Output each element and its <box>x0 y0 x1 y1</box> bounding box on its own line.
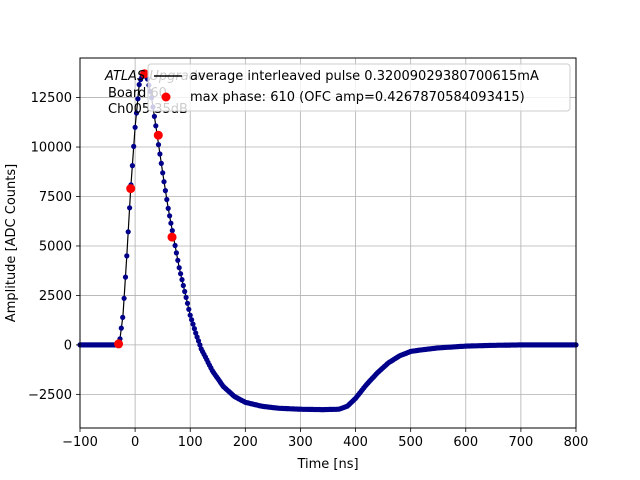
pulse-point <box>151 113 157 119</box>
pulse-point <box>168 220 174 226</box>
pulse-point <box>131 143 137 149</box>
pulse-point <box>169 228 175 234</box>
x-tick-label: 700 <box>508 435 533 450</box>
x-axis-label: Time [ns] <box>296 457 358 472</box>
x-tick-label: −100 <box>62 435 98 450</box>
max-phase-point <box>126 184 136 194</box>
y-tick-label: 10000 <box>31 141 72 156</box>
pulse-point <box>136 82 142 88</box>
legend-label-average-pulse: average interleaved pulse 0.320090293807… <box>190 69 539 84</box>
pulse-point <box>161 179 167 185</box>
pulse-point <box>167 213 173 219</box>
pulse-point <box>133 110 140 116</box>
pulse-point <box>197 342 203 348</box>
pulse-point <box>162 188 168 194</box>
pulse-point <box>118 325 124 331</box>
pulse-point <box>173 250 179 256</box>
series-layer <box>77 69 579 413</box>
x-tick-label: 100 <box>178 435 203 450</box>
y-tick-label: 12500 <box>31 91 72 106</box>
pulse-point <box>172 242 178 249</box>
pulse-point <box>178 271 184 277</box>
pulse-point <box>193 330 199 336</box>
pulse-point <box>122 274 129 280</box>
pulse-point <box>194 334 200 340</box>
pulse-point <box>182 288 188 295</box>
x-tick-label: 600 <box>453 435 478 450</box>
x-tick-label: 200 <box>233 435 258 450</box>
pulse-point <box>153 123 159 129</box>
max-phase-point <box>140 69 149 79</box>
pulse-point <box>195 338 202 344</box>
y-tick-label: 5000 <box>39 239 72 254</box>
y-tick-label: 7500 <box>39 190 72 205</box>
pulse-point <box>132 124 138 130</box>
pulse-point <box>175 257 181 263</box>
pulse-point <box>189 317 195 323</box>
pulse-point <box>165 205 171 211</box>
pulse-point <box>184 300 191 306</box>
x-tick-label: 300 <box>288 435 313 450</box>
pulse-point <box>164 196 170 203</box>
legend: average interleaved pulse 0.320090293807… <box>147 63 571 112</box>
pulse-point <box>179 277 185 283</box>
pulse-point <box>186 306 192 312</box>
legend-label-max-phase: max phase: 610 (OFC amp=0.42678705840934… <box>190 90 525 105</box>
max-phase-point <box>114 339 124 349</box>
pulse-point <box>129 163 135 169</box>
pulse-point <box>158 160 164 166</box>
max-phase-point <box>167 232 177 242</box>
pulse-point <box>191 326 197 332</box>
x-tick-label: 500 <box>398 435 423 450</box>
pulse-point <box>180 282 186 289</box>
x-tick-label: 0 <box>131 435 139 450</box>
pulse-point <box>157 151 163 157</box>
legend-dot-marker <box>161 92 171 102</box>
y-tick-label: 2500 <box>39 289 72 304</box>
pulse-point <box>121 295 127 301</box>
max-phase-point <box>153 130 163 140</box>
pulse-point <box>155 142 162 148</box>
plot-frame <box>79 57 577 429</box>
legend-frame <box>147 63 571 112</box>
pulse-point <box>135 96 141 102</box>
pulse-point <box>125 229 131 235</box>
y-tick-label: −2500 <box>28 388 72 403</box>
pulse-point <box>120 314 126 320</box>
pulse-point <box>187 312 193 318</box>
x-tick-label: 400 <box>343 435 368 450</box>
pulse-point <box>124 253 130 259</box>
ticks: −100 0 100 200 300 400 500 600 700 800 −2500 0 2500 5… <box>28 91 588 450</box>
x-tick-label: 800 <box>564 435 589 450</box>
pulse-point <box>127 205 133 211</box>
pulse-point <box>160 170 166 176</box>
pulse-point <box>183 294 189 300</box>
y-tick-label: 0 <box>64 338 72 353</box>
y-axis-label: Amplitude [ADC Counts] <box>4 164 19 322</box>
pulse-point <box>190 321 196 327</box>
pulse-point <box>176 265 182 271</box>
